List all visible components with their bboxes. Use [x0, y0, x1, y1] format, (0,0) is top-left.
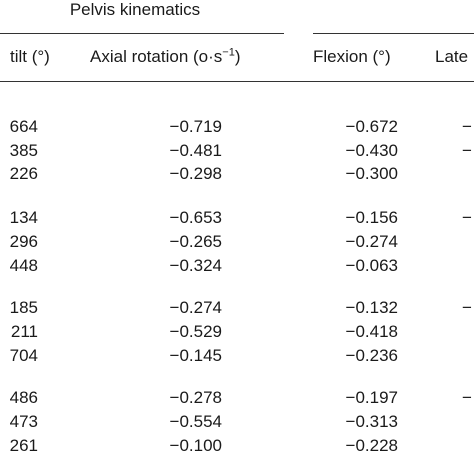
- cell: −: [462, 141, 472, 160]
- cell: 664: [9, 117, 38, 136]
- column-header: Late: [435, 47, 468, 67]
- rule: [313, 33, 474, 34]
- cell: −0.100: [169, 436, 222, 455]
- cell: −: [462, 388, 472, 407]
- cell: −0.719: [169, 117, 222, 136]
- cell: −0.063: [345, 256, 398, 275]
- cell: −0.274: [169, 298, 222, 317]
- column-header: Axial rotation (o·s−1): [90, 47, 241, 67]
- cell: −0.529: [169, 322, 222, 341]
- cell: −0.481: [169, 141, 222, 160]
- cell: −0.300: [345, 164, 398, 183]
- cell: −: [462, 117, 472, 136]
- cell: 185: [9, 298, 38, 317]
- cell: −: [462, 298, 472, 317]
- header-text: Axial rotation (o·s: [90, 47, 223, 66]
- cell: 704: [9, 346, 38, 365]
- header-sup: −1: [222, 46, 235, 59]
- cell: −0.132: [345, 298, 398, 317]
- header-text: Late: [435, 47, 469, 66]
- cell: −0.197: [345, 388, 398, 407]
- cell: −0.298: [169, 164, 222, 183]
- column-header: tilt (°): [10, 47, 50, 67]
- header-text: ): [234, 47, 241, 66]
- cell: 134: [9, 208, 38, 227]
- cell: 448: [9, 256, 38, 275]
- cell: 261: [9, 436, 38, 455]
- cell: −: [462, 208, 472, 227]
- cell: 486: [9, 388, 38, 407]
- cell: −0.653: [169, 208, 222, 227]
- cell: −0.313: [345, 412, 398, 431]
- cell: 473: [9, 412, 38, 431]
- cell: −0.430: [345, 141, 398, 160]
- cell: −0.236: [345, 346, 398, 365]
- cell: −0.265: [169, 232, 222, 251]
- group-title: Pelvis kinematics: [69, 0, 201, 19]
- cell: −0.278: [169, 388, 222, 407]
- cell: 211: [10, 322, 38, 341]
- cell: 296: [9, 232, 38, 251]
- header-text: Flexion (°): [313, 47, 391, 66]
- cell: 385: [9, 141, 38, 160]
- cell: −0.228: [345, 436, 398, 455]
- rule: [0, 81, 474, 82]
- cell: 226: [9, 164, 38, 183]
- rule: [0, 33, 284, 34]
- column-header: Flexion (°): [313, 47, 391, 67]
- cell: −0.554: [169, 412, 222, 431]
- cell: −0.324: [169, 256, 222, 275]
- cell: −0.418: [345, 322, 398, 341]
- cell: −0.672: [345, 117, 398, 136]
- cell: −0.145: [169, 346, 222, 365]
- header-text: tilt (°): [10, 47, 50, 66]
- cell: −0.274: [345, 232, 398, 251]
- cell: −0.156: [345, 208, 398, 227]
